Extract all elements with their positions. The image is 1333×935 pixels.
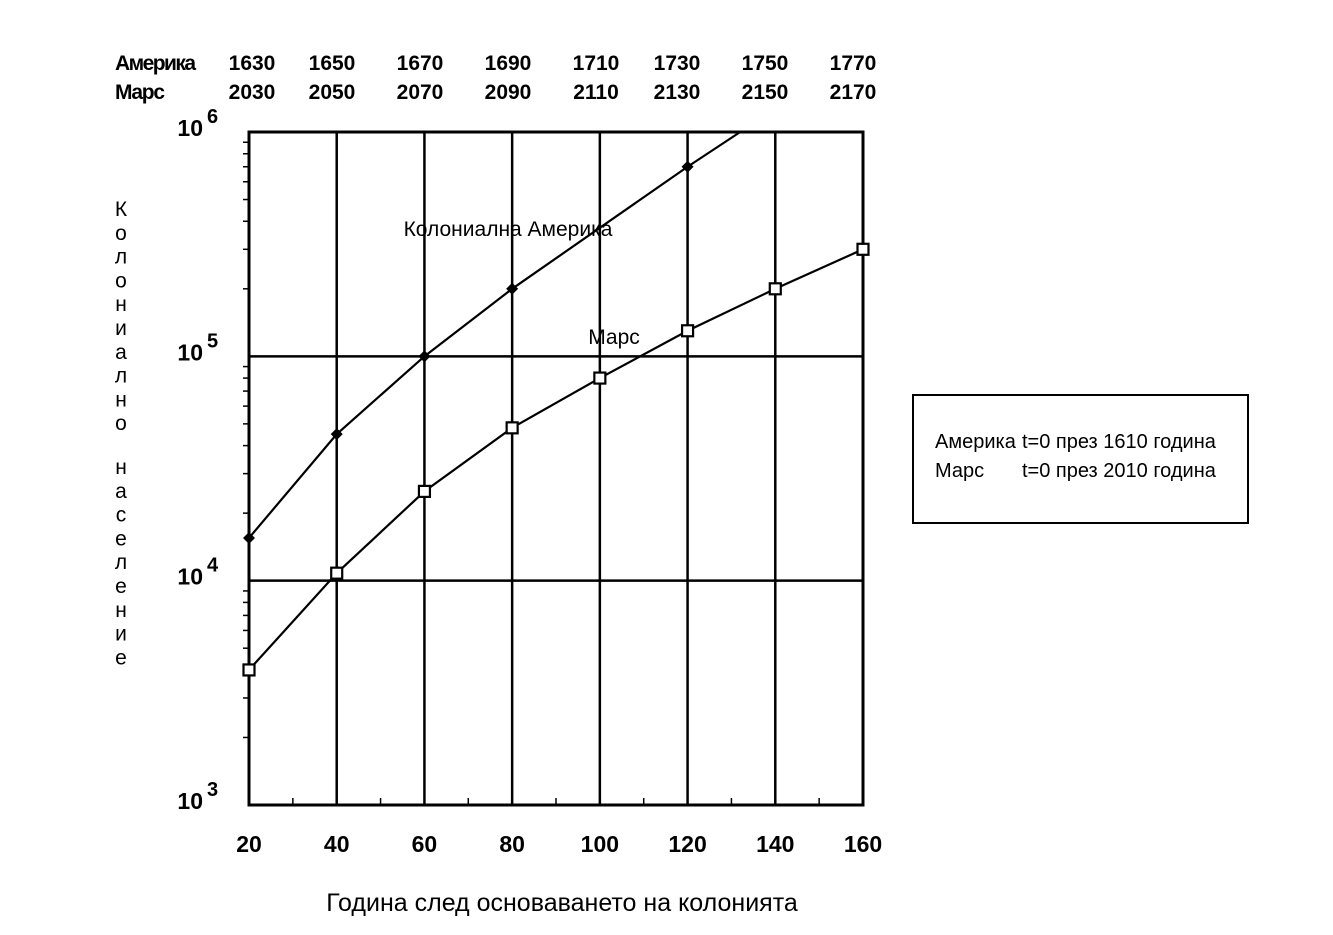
top-axis-1-value: 2130 bbox=[654, 81, 701, 104]
top-axis-1-value: 2090 bbox=[485, 81, 532, 104]
mars-point-20 bbox=[242, 663, 256, 677]
y-tick-base-4: 10 bbox=[177, 564, 203, 590]
y-axis-label-char: л bbox=[115, 551, 127, 574]
america-point-40 bbox=[330, 428, 343, 441]
y-axis-label-char: о bbox=[115, 222, 127, 245]
x-tick-label-40: 40 bbox=[324, 831, 350, 857]
series-label-america: Колониална Америка bbox=[404, 218, 613, 241]
mars-point-60 bbox=[417, 484, 432, 498]
y-axis-label-char: с bbox=[116, 504, 127, 527]
x-tick-label-160: 160 bbox=[844, 831, 882, 857]
top-axis-0-value: 1750 bbox=[742, 52, 789, 75]
y-tick-exp-6: 6 bbox=[207, 106, 218, 128]
y-axis-label-char: н bbox=[115, 388, 127, 411]
top-axis-1-value: 2050 bbox=[309, 81, 356, 104]
y-tick-exp-4: 4 bbox=[207, 555, 219, 577]
y-tick-exp-3: 3 bbox=[207, 779, 218, 801]
top-axis-1-value: 2110 bbox=[573, 81, 619, 104]
y-axis-label-char: е bbox=[115, 527, 127, 550]
y-axis-label-char: л bbox=[115, 246, 127, 269]
top-axis-0-value: 1650 bbox=[309, 52, 356, 75]
top-axes: Америка 1630 1650 1670 1690 1710 1730 1750 1770 М… bbox=[115, 52, 876, 104]
y-axis-label-char: о bbox=[115, 269, 127, 292]
y-axis-label-char: н bbox=[115, 599, 127, 622]
top-axis-1-value: 2070 bbox=[397, 81, 444, 104]
x-tick-label-140: 140 bbox=[756, 831, 794, 857]
y-tick-base-5: 10 bbox=[177, 339, 203, 365]
x-tick-labels: 20 40 60 80 100 120 140 160 bbox=[236, 831, 882, 857]
y-tick-exp-5: 5 bbox=[207, 330, 218, 352]
series-line-0 bbox=[248, 131, 741, 539]
x-minor-ticks bbox=[292, 798, 820, 805]
y-axis-label-char: л bbox=[115, 365, 127, 388]
y-tick-base-3: 10 bbox=[177, 788, 203, 814]
top-axis-0-value: 1630 bbox=[229, 52, 276, 75]
top-axis-1-value: 2170 bbox=[830, 81, 877, 104]
mars-point-140 bbox=[768, 282, 782, 296]
y-axis-label-char: а bbox=[115, 480, 127, 503]
series-layer bbox=[242, 131, 870, 677]
y-axis-label-char: о bbox=[115, 412, 127, 435]
y-axis-label-char: е bbox=[115, 575, 127, 598]
america-point-120 bbox=[681, 160, 694, 173]
y-axis-label-char: и bbox=[115, 623, 127, 646]
x-tick-label-100: 100 bbox=[581, 831, 619, 857]
y-axis-label-char: а bbox=[115, 341, 127, 364]
y-axis-label-char: н bbox=[115, 456, 127, 479]
america-point-80 bbox=[506, 282, 519, 295]
legend: Америка t=0 през 1610 година Марс t=0 пр… bbox=[912, 394, 1249, 524]
legend-line-1-a: Америка bbox=[935, 431, 1017, 453]
america-point-60 bbox=[418, 350, 431, 363]
y-axis-label-char: е bbox=[115, 646, 127, 669]
y-minor-ticks bbox=[243, 141, 249, 739]
top-axis-label-1: Марс bbox=[115, 81, 165, 104]
america-point-20 bbox=[243, 531, 255, 544]
grid bbox=[249, 132, 863, 805]
y-axis-label-char: К bbox=[115, 198, 128, 221]
y-tick-base-6: 10 bbox=[177, 115, 203, 141]
top-axis-1-value: 2030 bbox=[229, 81, 276, 104]
x-tick-label-120: 120 bbox=[668, 831, 706, 857]
x-tick-label-20: 20 bbox=[236, 831, 262, 857]
x-axis-label: Година след основаването на колонията bbox=[326, 889, 798, 917]
mars-point-160 bbox=[856, 242, 870, 256]
y-axis-label-char: и bbox=[115, 317, 127, 340]
top-axis-label-0: Америка bbox=[115, 52, 196, 75]
mars-point-40 bbox=[330, 566, 344, 580]
mars-point-120 bbox=[680, 324, 695, 338]
top-axis-1-value: 2150 bbox=[742, 81, 789, 104]
legend-line-1-b: t=0 през 1610 година bbox=[1022, 431, 1217, 453]
x-tick-label-80: 80 bbox=[499, 831, 525, 857]
y-axis-label-char: н bbox=[115, 293, 127, 316]
top-axis-0-value: 1770 bbox=[830, 52, 877, 75]
x-tick-label-60: 60 bbox=[412, 831, 438, 857]
legend-line-2-b: t=0 през 2010 година bbox=[1022, 460, 1217, 482]
top-axis-0-value: 1690 bbox=[485, 52, 532, 75]
top-axis-0-value: 1730 bbox=[654, 52, 701, 75]
series-label-mars: Марс bbox=[588, 326, 640, 349]
series-line-1 bbox=[248, 248, 864, 671]
top-axis-0-value: 1710 bbox=[573, 52, 620, 75]
mars-point-80 bbox=[505, 421, 519, 435]
top-axis-0-value: 1670 bbox=[397, 52, 444, 75]
legend-box bbox=[912, 394, 1249, 524]
legend-line-2-a: Марс bbox=[935, 460, 984, 482]
mars-point-100 bbox=[593, 371, 607, 385]
